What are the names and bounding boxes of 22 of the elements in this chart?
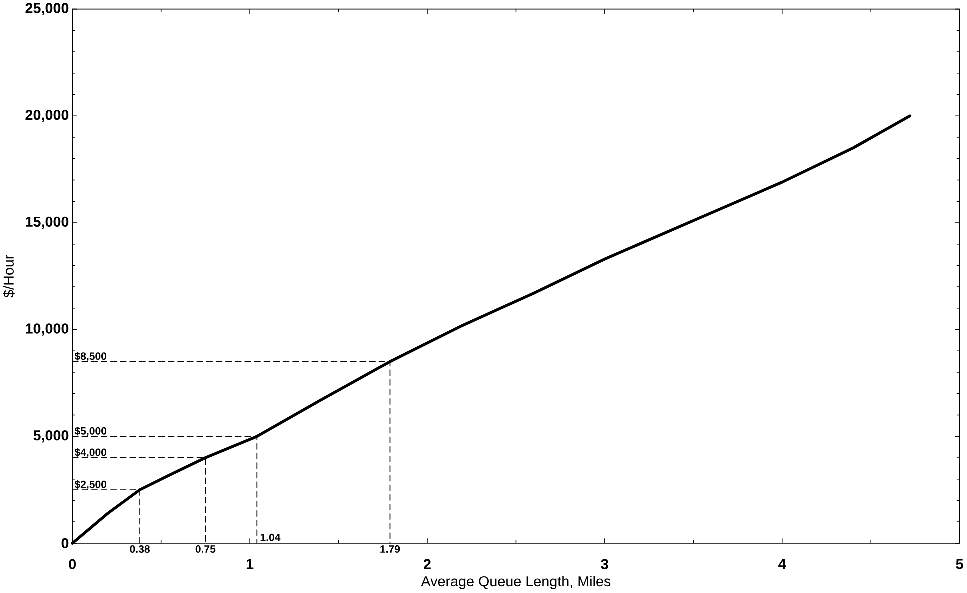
annotation: 1.04 xyxy=(260,534,281,542)
annotation: 1.79 xyxy=(380,546,400,554)
annotation: $5,000 xyxy=(74,427,107,437)
annotation: $8,500 xyxy=(74,352,107,362)
x-tick-label: 1 xyxy=(246,559,254,570)
y-tick-label: 25,000 xyxy=(26,3,69,16)
x-tick-label: 3 xyxy=(601,559,608,570)
annotation: 0.75 xyxy=(196,546,216,554)
x-tick-label: 2 xyxy=(424,559,431,570)
y-tick-label: 10,000 xyxy=(26,324,69,336)
y-axis-title: $/Hour xyxy=(3,255,15,298)
x-axis-title: Average Queue Length, Miles xyxy=(421,576,611,590)
annotation: 0.38 xyxy=(130,546,150,554)
x-tick-label: 4 xyxy=(778,559,786,570)
x-tick-label: 5 xyxy=(956,559,964,570)
y-tick-label: 5,000 xyxy=(34,430,69,443)
y-tick-label: 15,000 xyxy=(26,217,69,230)
y-tick-label: 20,000 xyxy=(26,110,69,122)
annotation: $2,500 xyxy=(74,480,107,490)
y-tick-label: 0 xyxy=(62,538,69,549)
annotation: $4,000 xyxy=(74,448,107,458)
x-tick-label: 0 xyxy=(69,559,76,570)
